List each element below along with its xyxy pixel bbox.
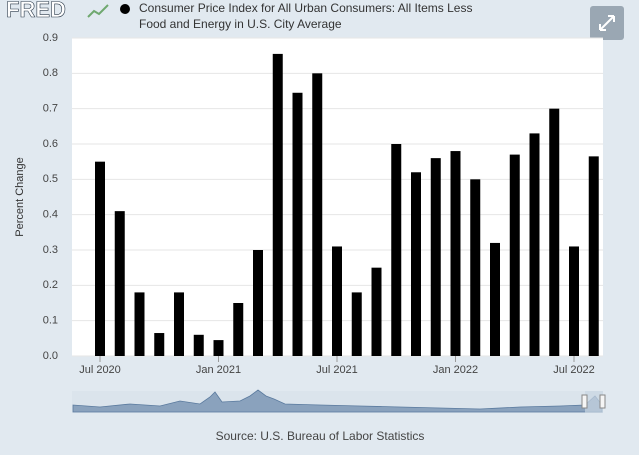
bar [332, 246, 342, 356]
fullscreen-icon [599, 15, 615, 31]
legend-marker [120, 4, 130, 14]
chart-title-line: Food and Energy in U.S. City Average [139, 17, 342, 31]
y-tick-label: 0.3 [43, 244, 58, 256]
y-axis-label: Percent Change [14, 157, 26, 237]
bar [470, 179, 481, 356]
bar [272, 53, 283, 357]
x-tick-label: Jul 2022 [553, 364, 595, 376]
bar [134, 292, 145, 356]
x-tick-label: Jul 2020 [79, 364, 121, 376]
bar [193, 334, 204, 356]
x-tick-label: Jan 2021 [196, 364, 241, 376]
y-tick-label: 0.6 [43, 138, 58, 150]
bar [549, 108, 560, 357]
y-tick-label: 0.4 [43, 209, 58, 221]
logo-icon [87, 4, 109, 18]
navigator-series [72, 389, 603, 413]
navigator-handle[interactable] [599, 394, 606, 409]
bar [588, 156, 599, 356]
navigator-handle[interactable] [581, 394, 588, 409]
bar [569, 246, 579, 356]
bar [490, 242, 500, 356]
bar [430, 158, 441, 356]
bar [233, 303, 244, 356]
bar [114, 211, 125, 356]
bar [95, 161, 105, 356]
y-tick-label: 0.5 [43, 173, 58, 185]
y-tick-label: 0.7 [43, 103, 58, 115]
bar [174, 292, 184, 356]
bar [509, 154, 520, 356]
bar [213, 340, 224, 356]
bar [450, 151, 461, 356]
source: Source: U.S. Bureau of Labor Statistics [216, 429, 425, 443]
x-tick-label: Jul 2021 [316, 364, 358, 376]
bar [292, 92, 303, 357]
navigator-window[interactable] [585, 391, 603, 413]
bar [154, 333, 165, 356]
chart-title-line: Consumer Price Index for All Urban Consu… [139, 1, 472, 15]
bar [391, 144, 402, 356]
bar [371, 267, 382, 356]
navigator [72, 389, 606, 413]
logo: FRED [6, 0, 66, 22]
bar [411, 172, 421, 356]
y-tick-label: 0.8 [43, 67, 58, 79]
bar [351, 292, 362, 356]
bar [312, 73, 323, 356]
x-tick-label: Jan 2022 [433, 364, 478, 376]
y-tick-label: 0.9 [43, 32, 58, 44]
bar [253, 250, 263, 356]
y-tick-label: 0.2 [43, 279, 58, 291]
y-tick-label: 0.1 [43, 315, 58, 327]
y-tick-label: 0.0 [43, 350, 58, 362]
bar [529, 133, 540, 356]
